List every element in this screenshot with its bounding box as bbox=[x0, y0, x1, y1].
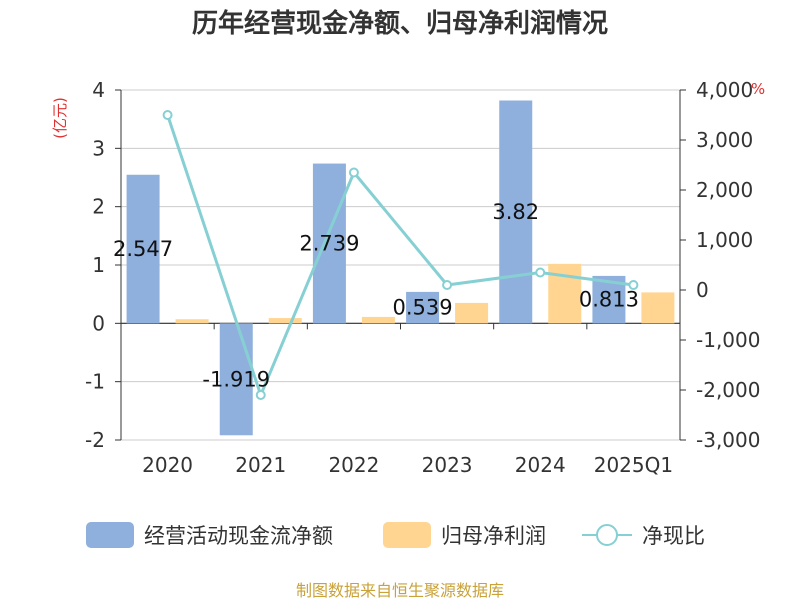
cashflow-bar bbox=[219, 323, 253, 436]
ratio-line bbox=[162, 110, 639, 400]
net-profit-bar bbox=[268, 318, 302, 324]
x-tick-label: 2023 bbox=[422, 453, 473, 477]
left-tick-label: 1 bbox=[92, 253, 105, 277]
source-text: 制图数据来自恒生聚源数据库 bbox=[296, 581, 504, 600]
left-tick-label: -1 bbox=[85, 370, 105, 394]
ratio-line-path bbox=[166, 114, 634, 400]
right-tick-labels: 4,000 3,000 2,000 1,000 0 -1,000 -2,000 -3,000 bbox=[696, 78, 760, 452]
chart-title: 历年经营现金净额、归母净利润情况 bbox=[192, 8, 608, 39]
right-tick-label: 0 bbox=[696, 278, 709, 302]
right-tick-label: -1,000 bbox=[696, 328, 760, 352]
cashflow-data-label: 3.82 bbox=[492, 200, 539, 224]
right-tick-label: -2,000 bbox=[696, 378, 760, 402]
right-tick-label: 2,000 bbox=[696, 178, 753, 202]
cashflow-bar bbox=[312, 163, 346, 324]
ratio-point bbox=[535, 267, 546, 278]
legend-label-cashflow: 经营活动现金流净额 bbox=[144, 524, 333, 548]
legend-label-ratio: 净现比 bbox=[642, 524, 705, 548]
left-tick-label: 4 bbox=[92, 78, 105, 102]
cashflow-data-label: 2.547 bbox=[113, 237, 173, 261]
legend: 经营活动现金流净额 归母净利润 净现比 bbox=[86, 522, 705, 548]
left-tick-label: 2 bbox=[92, 195, 105, 219]
cashflow-bar bbox=[406, 291, 440, 324]
right-tick-label: 4,000 bbox=[696, 78, 753, 102]
x-tick-label: 2025Q1 bbox=[594, 453, 673, 477]
right-tick-label: 3,000 bbox=[696, 128, 753, 152]
left-tick-labels: 4 3 2 1 0 -1 -2 bbox=[85, 78, 105, 452]
x-tick-labels: 2020 2021 2022 2023 2024 2025Q1 bbox=[142, 453, 673, 477]
net-profit-bar bbox=[455, 302, 489, 324]
bars bbox=[126, 100, 675, 436]
cashflow-data-label: 2.739 bbox=[299, 231, 359, 255]
legend-swatch-net-profit bbox=[383, 522, 431, 548]
net-profit-bar bbox=[361, 316, 395, 324]
x-tick-label: 2021 bbox=[235, 453, 286, 477]
x-tick-label: 2024 bbox=[515, 453, 566, 477]
right-tick-label: 1,000 bbox=[696, 228, 753, 252]
legend-swatch-cashflow bbox=[86, 522, 134, 548]
cashflow-bar bbox=[499, 100, 533, 324]
ratio-point bbox=[628, 280, 639, 290]
ratio-point bbox=[348, 167, 359, 178]
axes bbox=[120, 90, 681, 440]
left-axis-unit: (亿元) bbox=[51, 97, 69, 139]
legend-label-net-profit: 归母净利润 bbox=[441, 524, 546, 548]
cashflow-data-label: -1.919 bbox=[202, 367, 270, 391]
x-tick-label: 2022 bbox=[328, 453, 379, 477]
legend-swatch-ratio-marker bbox=[596, 524, 618, 546]
cashflow-data-label: 0.813 bbox=[579, 288, 639, 312]
left-tick-label: 0 bbox=[92, 311, 105, 335]
right-axis-unit: % bbox=[751, 80, 765, 98]
data-labels: 2.547 -1.919 2.739 0.539 3.82 0.813 bbox=[113, 200, 639, 391]
cashflow-data-label: 0.539 bbox=[393, 296, 453, 320]
grid bbox=[115, 89, 686, 441]
left-tick-label: 3 bbox=[92, 136, 105, 160]
x-tick-label: 2020 bbox=[142, 453, 193, 477]
net-profit-bar bbox=[641, 292, 675, 324]
cashflow-bar bbox=[126, 174, 160, 324]
net-profit-bar bbox=[175, 319, 209, 324]
ratio-point bbox=[162, 110, 173, 120]
ratio-point bbox=[255, 390, 266, 400]
right-tick-label: -3,000 bbox=[696, 428, 760, 452]
left-tick-label: -2 bbox=[85, 428, 105, 452]
ratio-point bbox=[442, 280, 453, 290]
